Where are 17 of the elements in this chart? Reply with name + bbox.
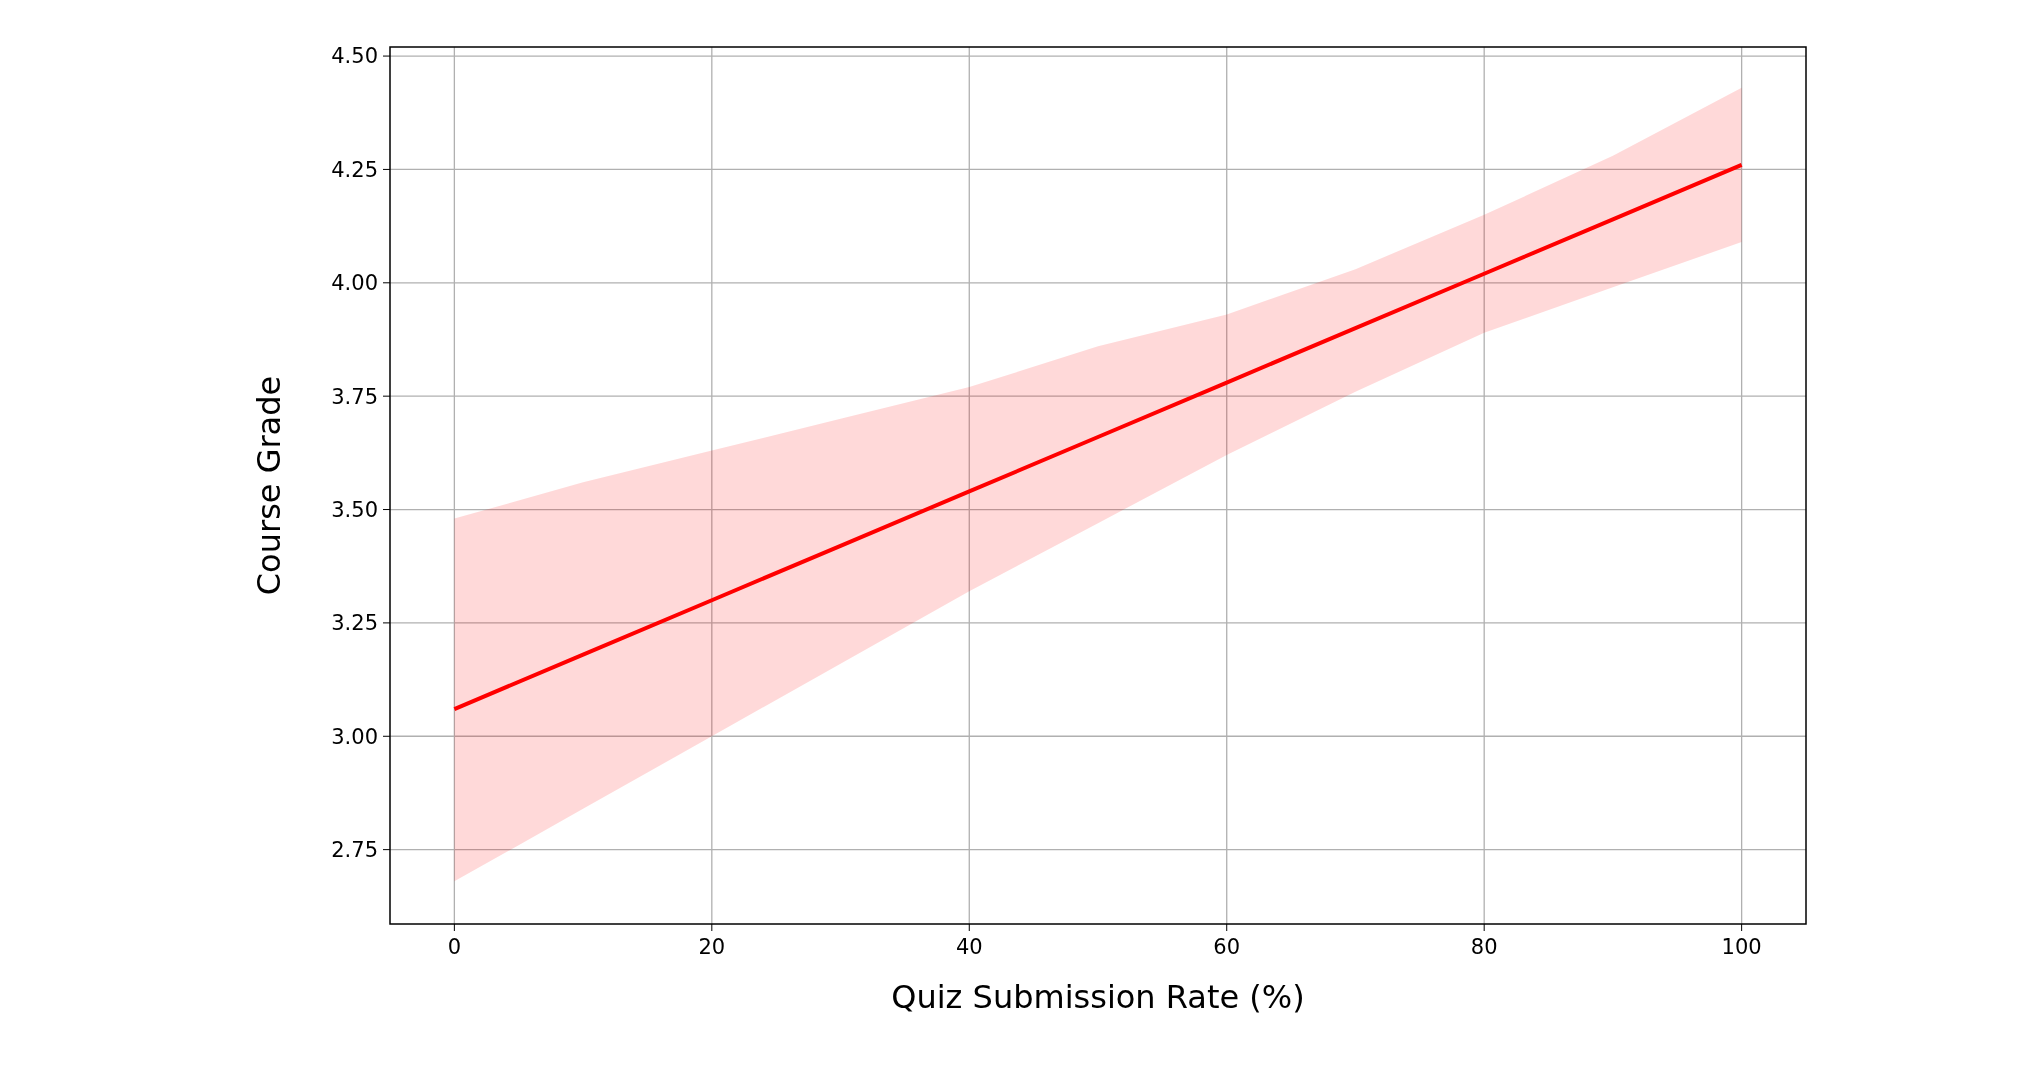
y-tick-label: 4.50 bbox=[331, 44, 378, 69]
y-tick-label: 2.75 bbox=[331, 837, 378, 862]
x-tick-label: 20 bbox=[698, 935, 726, 959]
x-tick-label: 100 bbox=[1721, 935, 1762, 959]
y-tick-label: 4.00 bbox=[331, 271, 378, 296]
x-tick-label: 0 bbox=[447, 935, 462, 959]
x-axis-title: Quiz Submission Rate (%) bbox=[891, 978, 1305, 1016]
y-tick-label: 3.25 bbox=[331, 611, 378, 636]
x-tick-label: 80 bbox=[1470, 935, 1498, 959]
y-tick-label: 3.00 bbox=[331, 724, 378, 749]
y-tick-label: 3.75 bbox=[331, 384, 378, 409]
y-tick-label: 3.50 bbox=[331, 497, 378, 522]
y-axis-title: Course Grade bbox=[250, 375, 288, 596]
y-tick-label: 4.25 bbox=[331, 157, 378, 182]
line-series bbox=[452, 162, 1744, 712]
x-tick-label: 60 bbox=[1213, 935, 1241, 959]
x-tick-label: 40 bbox=[955, 935, 983, 959]
